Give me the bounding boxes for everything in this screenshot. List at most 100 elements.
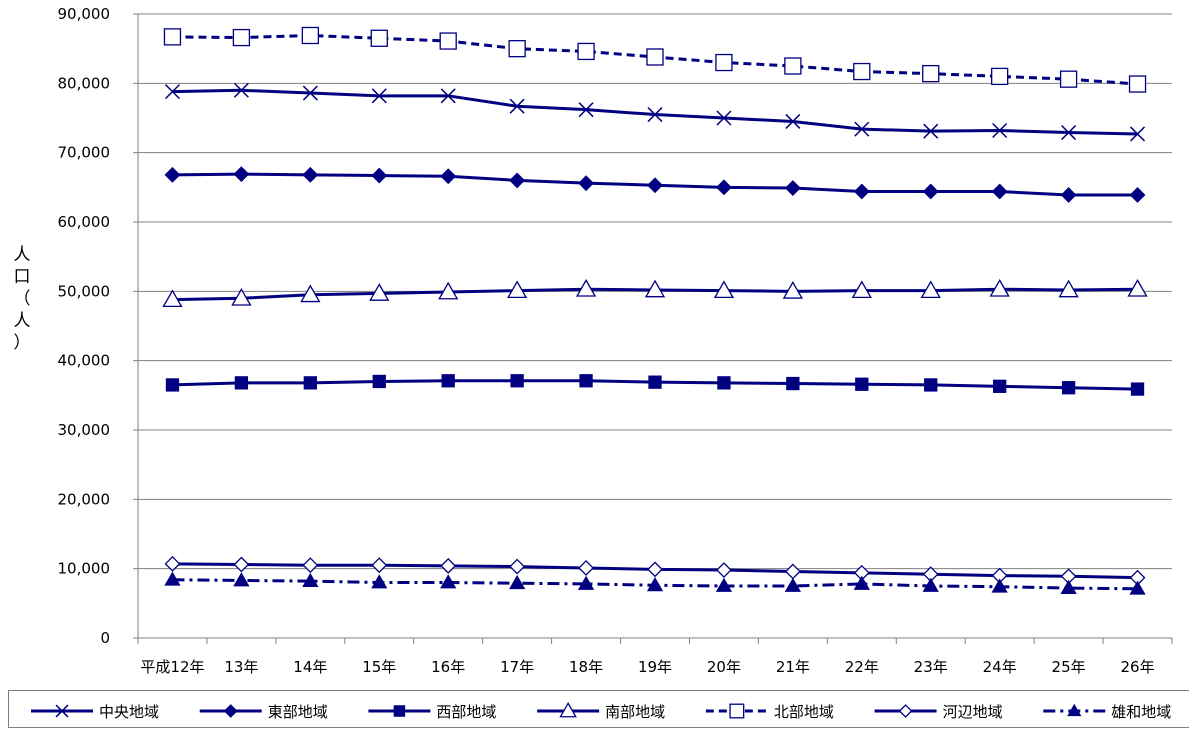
series-layer — [162, 26, 1148, 595]
data-point — [507, 280, 528, 299]
data-point — [440, 88, 456, 104]
marker-x-stroke — [440, 88, 456, 104]
data-point — [854, 121, 870, 137]
y-tick-labels: 0 10,000 20,000 30,000 40,000 50,000 60,000 70,… — [58, 5, 111, 647]
data-point — [1060, 579, 1077, 594]
data-point — [784, 180, 801, 196]
data-point — [440, 168, 457, 185]
x-tick-label: 25年 — [1052, 658, 1086, 676]
legend-items: 中央地域 東部地域 西部地域 南部地域 北部地域 河辺地域 雄和地域 — [31, 702, 1171, 721]
data-point — [646, 48, 664, 66]
y-tick-label: 40,000 — [58, 352, 111, 370]
marker-x-stroke — [992, 122, 1008, 139]
data-point — [922, 183, 939, 200]
data-point — [164, 555, 181, 572]
legend-item: 南部地域 — [537, 702, 665, 721]
x-tick-label: 平成12年 — [140, 658, 204, 676]
data-point — [233, 556, 250, 573]
marker-x-stroke — [164, 84, 180, 100]
data-point — [853, 575, 870, 590]
data-point — [162, 289, 183, 308]
x-tick-label: 18年 — [569, 658, 603, 676]
data-point — [440, 557, 457, 574]
legend-label: 東部地域 — [268, 703, 328, 721]
marker-x-stroke — [578, 102, 594, 118]
marker-x — [55, 704, 69, 718]
data-point — [164, 84, 180, 100]
data-point — [164, 571, 181, 586]
legend-item: 北部地域 — [705, 703, 834, 721]
data-point — [991, 578, 1008, 593]
data-point — [439, 32, 457, 50]
legend-label: 河辺地域 — [943, 703, 1003, 721]
data-point — [232, 28, 251, 47]
marker-triangle — [1067, 703, 1082, 717]
y-tick-label: 60,000 — [58, 213, 111, 231]
data-point — [438, 281, 459, 300]
y-axis-label-char: 人 — [14, 245, 31, 265]
data-point — [991, 183, 1008, 200]
marker-x-stroke — [371, 88, 387, 104]
data-point — [784, 57, 802, 75]
data-point — [989, 278, 1010, 297]
legend-label: 西部地域 — [436, 703, 496, 721]
marker-diamond — [898, 704, 913, 718]
data-point — [715, 577, 733, 592]
data-point — [713, 280, 735, 299]
data-point — [372, 374, 386, 389]
data-point — [992, 122, 1008, 139]
y-axis-label: 人口（人） — [14, 245, 31, 353]
data-point — [1061, 381, 1076, 395]
data-point — [303, 376, 317, 390]
y-axis-label-char: 人 — [14, 311, 31, 331]
marker-x-stroke — [1130, 126, 1146, 142]
series-7 — [164, 571, 1146, 595]
data-point — [302, 166, 319, 183]
data-point — [647, 107, 663, 123]
marker-triangle — [559, 702, 577, 718]
data-point — [784, 563, 801, 580]
data-point — [647, 177, 663, 194]
data-point — [1130, 126, 1146, 142]
data-point — [922, 577, 939, 592]
data-point — [578, 175, 594, 192]
data-point — [853, 183, 870, 200]
series-6 — [164, 555, 1146, 586]
data-point — [716, 562, 732, 578]
data-point — [717, 376, 731, 390]
x-tick-label: 13年 — [224, 658, 258, 676]
x-tick-label: 21年 — [776, 658, 810, 676]
data-point — [234, 376, 249, 390]
data-point — [300, 284, 321, 303]
marker-x-stroke — [233, 82, 249, 98]
x-tick-labels: 平成12年 13年 14年 15年 16年 17年 18年 19年 20年 21年 22年 23年 24… — [140, 658, 1154, 676]
data-point — [923, 123, 939, 139]
data-point — [922, 64, 940, 83]
data-point — [370, 29, 388, 47]
marker-x-stroke — [647, 107, 663, 123]
data-point — [991, 67, 1009, 86]
data-point — [302, 572, 319, 588]
legend-label: 中央地域 — [99, 703, 159, 721]
data-point — [851, 280, 872, 299]
data-point — [510, 374, 524, 388]
data-point — [1058, 279, 1079, 298]
marker-diamond — [223, 704, 238, 718]
data-point — [715, 53, 733, 72]
data-point — [165, 378, 180, 392]
data-point — [1127, 278, 1148, 297]
x-tick-label: 14年 — [293, 658, 327, 676]
marker-x-stroke — [1061, 125, 1077, 141]
data-point — [1059, 70, 1078, 88]
legend: 中央地域 東部地域 西部地域 南部地域 北部地域 河辺地域 雄和地域 — [8, 690, 1189, 728]
data-point — [369, 283, 390, 301]
x-tick-label: 17年 — [500, 658, 534, 676]
axes — [133, 13, 1173, 644]
series-1 — [164, 82, 1146, 142]
data-point — [855, 377, 869, 391]
y-tick-label: 30,000 — [58, 421, 111, 439]
data-point — [371, 88, 387, 104]
data-point — [233, 82, 249, 98]
data-point — [785, 113, 801, 129]
legend-label: 北部地域 — [774, 703, 834, 721]
